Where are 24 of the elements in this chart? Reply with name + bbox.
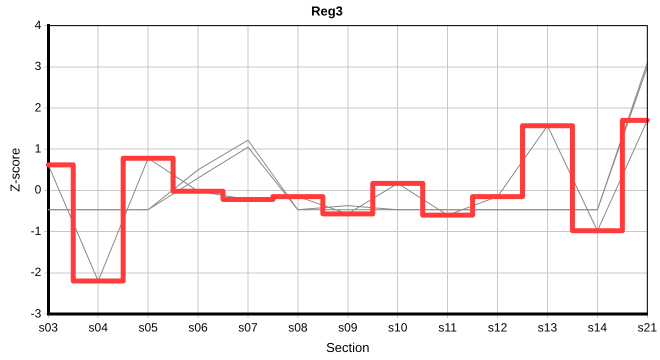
x-tick-label: s12 [488, 320, 508, 335]
x-tick-label: s14 [588, 320, 608, 335]
y-tick-label: 4 [34, 18, 42, 32]
x-tick-label: s11 [438, 320, 458, 335]
y-tick-label: 3 [34, 59, 42, 74]
x-tick-label: s10 [388, 320, 408, 335]
x-tick-label: s09 [338, 320, 358, 335]
x-tick-label: s08 [288, 320, 308, 335]
x-tick-label: s07 [238, 320, 258, 335]
y-tick-label: 0 [34, 182, 42, 197]
x-tick-label: s05 [138, 320, 158, 335]
y-tick-label: 2 [34, 100, 42, 114]
x-tick-label: s03 [38, 320, 58, 335]
y-tick-label: -3 [30, 306, 42, 320]
y-axis-title: Z-score [7, 148, 22, 192]
y-tick-label: 1 [34, 142, 42, 156]
x-axis-title: Section [326, 340, 370, 355]
x-tick-label: s13 [538, 320, 558, 335]
x-tick-label: s21 [638, 320, 658, 335]
y-tick-label: -1 [30, 224, 42, 238]
chart-title: Reg3 [311, 3, 343, 18]
x-tick-label: s04 [88, 320, 108, 335]
x-tick-label: s06 [188, 320, 208, 335]
y-tick-label: -2 [30, 265, 42, 280]
